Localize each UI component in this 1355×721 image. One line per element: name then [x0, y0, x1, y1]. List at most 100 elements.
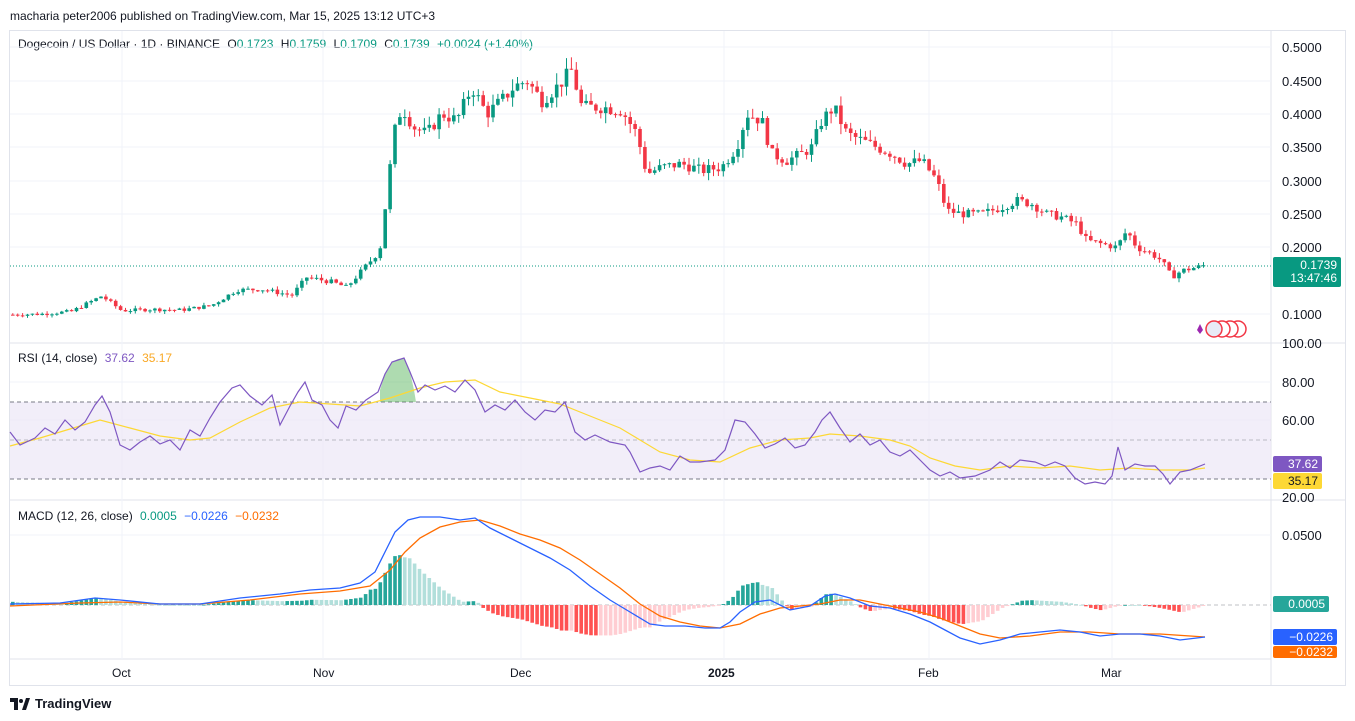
macd-hist-bar: [177, 605, 182, 606]
macd-hist-bar: [927, 605, 931, 616]
candle-body: [515, 83, 520, 91]
macd-hist-bar: [1098, 605, 1103, 611]
macd-hist-value: 0.0005: [140, 509, 177, 523]
macd-tick: 0.0500: [1282, 528, 1322, 543]
candle-body: [79, 307, 84, 309]
candle-body: [863, 136, 868, 140]
candle-body: [648, 168, 652, 173]
candle-body: [765, 118, 770, 145]
candle-body: [976, 210, 980, 212]
macd-hist-bar: [368, 589, 373, 605]
macd-hist-bar: [1103, 605, 1108, 610]
macd-hist-bar: [1142, 605, 1147, 606]
candle-body: [1020, 197, 1024, 200]
candle-body: [1123, 233, 1127, 241]
candle-body: [1030, 204, 1034, 207]
rsi-line[interactable]: [9, 357, 1206, 485]
candle-body: [966, 209, 971, 218]
candles-group[interactable]: [11, 57, 1206, 318]
candle-body: [505, 93, 510, 98]
candle-body: [1162, 259, 1167, 263]
candle-body: [736, 149, 740, 157]
candle-body: [868, 139, 873, 141]
candle-body: [211, 304, 216, 306]
macd-hist-bar: [388, 563, 392, 605]
candle-body: [932, 170, 936, 176]
candle-body: [799, 150, 804, 152]
macd-hist-bar: [746, 584, 750, 605]
candle-body: [383, 209, 387, 249]
candle-body: [554, 84, 559, 98]
candle-body: [285, 293, 289, 295]
candle-body: [995, 210, 1000, 213]
candle-body: [834, 105, 838, 114]
candle-body: [510, 90, 515, 98]
candle-body: [50, 314, 54, 316]
candle-body: [893, 156, 897, 158]
candle-body: [721, 164, 726, 172]
macd-hist-bar: [162, 605, 167, 606]
macd-hist-bar: [863, 605, 868, 610]
tradingview-logo[interactable]: TradingView: [10, 696, 111, 711]
last-price-tag: 0.1739 13:47:46: [1273, 257, 1341, 287]
candle-body: [202, 305, 206, 309]
macd-hist-bar: [922, 605, 926, 615]
candle-body: [628, 117, 632, 125]
candle-body: [172, 309, 177, 311]
macd-hist-bar: [799, 605, 804, 609]
macd-hist-bar: [1201, 605, 1206, 606]
rsi-ma-line[interactable]: [9, 379, 1206, 471]
candle-body: [447, 117, 451, 122]
macd-hist-bar: [1113, 605, 1118, 607]
macd-hist-bar: [1118, 605, 1122, 606]
candle-body: [398, 117, 402, 125]
candle-body: [329, 279, 334, 284]
candle-body: [1128, 233, 1132, 236]
candle-body: [118, 306, 123, 310]
macd-hist-bar: [1035, 600, 1039, 605]
candle-body: [1138, 245, 1142, 252]
macd-hist-bar: [1196, 605, 1201, 608]
macd-hist-bar: [285, 601, 289, 605]
macd-hist-bar: [373, 588, 378, 605]
candle-body: [844, 124, 848, 129]
price-tick: 0.4500: [1282, 74, 1322, 89]
candle-body: [711, 165, 716, 170]
candle-body: [1093, 240, 1098, 242]
macd-legend[interactable]: MACD (12, 26, close) 0.0005 −0.0226 −0.0…: [18, 509, 283, 523]
candle-body: [403, 117, 407, 119]
candle-body: [417, 129, 422, 131]
macd-hist-bar: [711, 605, 716, 607]
candle-body: [60, 311, 64, 314]
macd-hist-bar: [505, 605, 510, 618]
macd-hist-bar: [1069, 603, 1073, 605]
candle-body: [74, 307, 79, 312]
macd-hist-bar: [452, 596, 456, 605]
macd-hist-bar: [697, 605, 701, 608]
time-tick: Mar: [1101, 666, 1122, 680]
candle-body: [961, 211, 966, 218]
macd-hist-bar: [481, 605, 485, 608]
candle-body: [412, 126, 417, 130]
candle-body: [667, 163, 672, 165]
macd-hist-bar: [358, 597, 363, 605]
signal-line[interactable]: [9, 519, 1206, 639]
candle-body: [594, 104, 598, 111]
price-tick: 0.2500: [1282, 207, 1322, 222]
candle-body: [1098, 240, 1103, 244]
candle-body: [584, 100, 588, 104]
rsi-legend[interactable]: RSI (14, close) 37.62 35.17: [18, 351, 176, 365]
candle-body: [427, 124, 432, 128]
macd-hist-bar: [853, 604, 858, 606]
macd-histogram[interactable]: [11, 555, 1206, 636]
macd-line[interactable]: [9, 516, 1206, 645]
macd-hist-bar: [1157, 605, 1162, 608]
candle-body: [393, 124, 397, 165]
candle-body: [1049, 210, 1054, 212]
macd-hist-bar: [349, 598, 353, 605]
candle-body: [1064, 215, 1069, 217]
events-icon[interactable]: [1197, 320, 1247, 338]
candle-body: [1196, 265, 1201, 269]
macd-hist-bar: [339, 600, 343, 605]
